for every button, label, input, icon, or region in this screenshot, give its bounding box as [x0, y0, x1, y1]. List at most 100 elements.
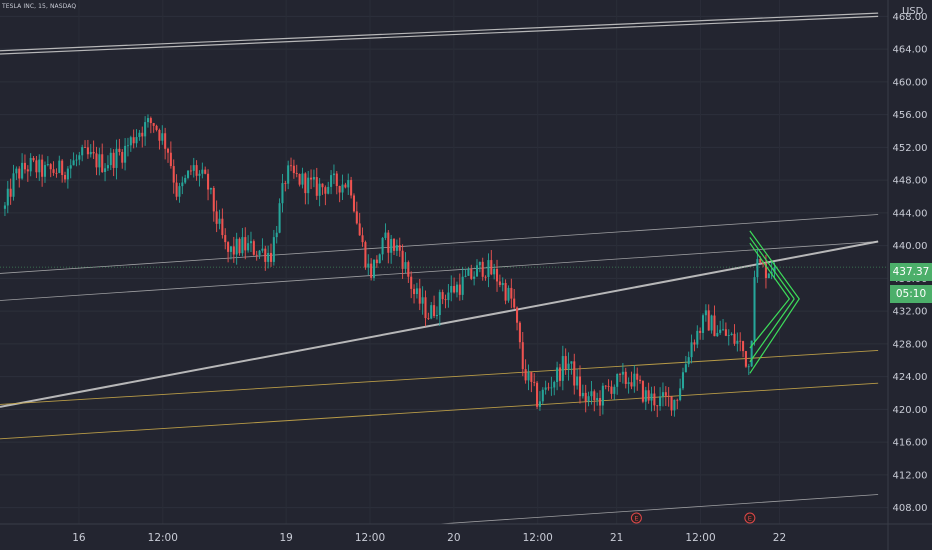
candle-body [733, 333, 736, 344]
candle-body [212, 187, 215, 212]
candle-body [49, 164, 52, 170]
candle-body [710, 315, 713, 331]
candle-body [241, 237, 244, 254]
candle-body [722, 329, 725, 331]
candle-body [701, 315, 705, 333]
candle-body [736, 340, 739, 344]
candle-body [364, 242, 367, 268]
candle-body [292, 165, 295, 174]
trend-line-rising-support [0, 240, 879, 408]
candle-body [661, 392, 664, 397]
chart-grid [0, 15, 888, 509]
candle-body [287, 165, 290, 184]
candle-body [516, 307, 519, 323]
candle-body [584, 392, 587, 402]
time-tick-label: 12:00 [355, 532, 385, 544]
candle-body [46, 164, 49, 166]
candle-body [247, 243, 250, 251]
time-tick-label: 12:00 [685, 532, 715, 544]
candle-body [561, 356, 564, 381]
candle-body [258, 250, 261, 256]
trend-lines[interactable] [0, 12, 879, 525]
candle-body [101, 154, 104, 172]
candle-body [564, 356, 567, 370]
candle-body [659, 396, 662, 407]
time-tick-label: 12:00 [523, 532, 553, 544]
candle-body [184, 177, 187, 183]
candle-body [92, 151, 95, 154]
last-price-tag: 437.37 [890, 263, 932, 281]
candle-body [106, 165, 109, 169]
candle-body [458, 284, 461, 295]
candle-body [272, 237, 275, 262]
candle-body [132, 137, 135, 144]
trend-line-thin [0, 241, 879, 301]
candle-body [441, 292, 444, 300]
candle-body [195, 165, 198, 176]
candle-body [696, 330, 699, 345]
candle-body [759, 259, 762, 263]
candle-body [141, 132, 144, 137]
candle-body [773, 267, 776, 273]
candle-body [232, 246, 235, 255]
candle-body [601, 385, 604, 406]
candle-body [593, 391, 596, 401]
candle-body [238, 238, 241, 254]
candle-body [421, 297, 424, 304]
candle-body [23, 162, 26, 170]
candle-body [553, 382, 556, 388]
candle-body [138, 132, 141, 138]
price-tick-label: 420.00 [893, 405, 928, 416]
candle-body [404, 262, 407, 269]
candle-body [444, 299, 447, 301]
candle-body [281, 183, 284, 204]
candle-body [98, 154, 101, 168]
candle-body [169, 152, 172, 167]
candle-body [6, 188, 9, 206]
price-tick-label: 444.00 [893, 208, 928, 219]
candle-body [547, 387, 550, 389]
candle-body [144, 122, 147, 137]
candle-body [227, 242, 230, 252]
candle-body [481, 261, 484, 277]
candle-body [744, 351, 747, 367]
candle-body [684, 364, 687, 373]
candle-body [478, 261, 481, 266]
time-tick-label: 22 [773, 532, 786, 544]
candle-body [95, 153, 98, 168]
candle-body [610, 386, 613, 394]
candle-body [475, 265, 479, 277]
candle-body [304, 173, 307, 194]
candle-body [567, 363, 570, 370]
candle-body [175, 182, 178, 197]
trend-line-support [0, 349, 879, 405]
candle-body [484, 276, 487, 278]
candle-body [679, 388, 682, 401]
candle-body [644, 390, 647, 402]
candle-body [707, 310, 710, 331]
candle-body [633, 373, 636, 387]
candle-body [255, 254, 258, 256]
candle-body [418, 288, 421, 304]
candle-body [467, 269, 470, 276]
candle-body [347, 180, 350, 188]
candle-body [495, 269, 499, 282]
candle-body [501, 283, 504, 286]
candle-body [390, 239, 393, 253]
candle-body [470, 269, 473, 279]
candle-body [498, 281, 501, 286]
candle-body [461, 276, 464, 295]
candle-body [621, 371, 624, 375]
candle-body [166, 148, 170, 153]
candle-body [607, 386, 610, 387]
trend-line-thin [439, 494, 879, 525]
candle-body [338, 185, 341, 193]
price-tick-label: 448.00 [893, 176, 928, 187]
earnings-marker-label: E [634, 515, 638, 523]
price-tick-label: 432.00 [893, 307, 928, 318]
candle-body [764, 263, 767, 279]
candle-body [381, 237, 384, 255]
pennant-pattern[interactable] [749, 230, 800, 374]
